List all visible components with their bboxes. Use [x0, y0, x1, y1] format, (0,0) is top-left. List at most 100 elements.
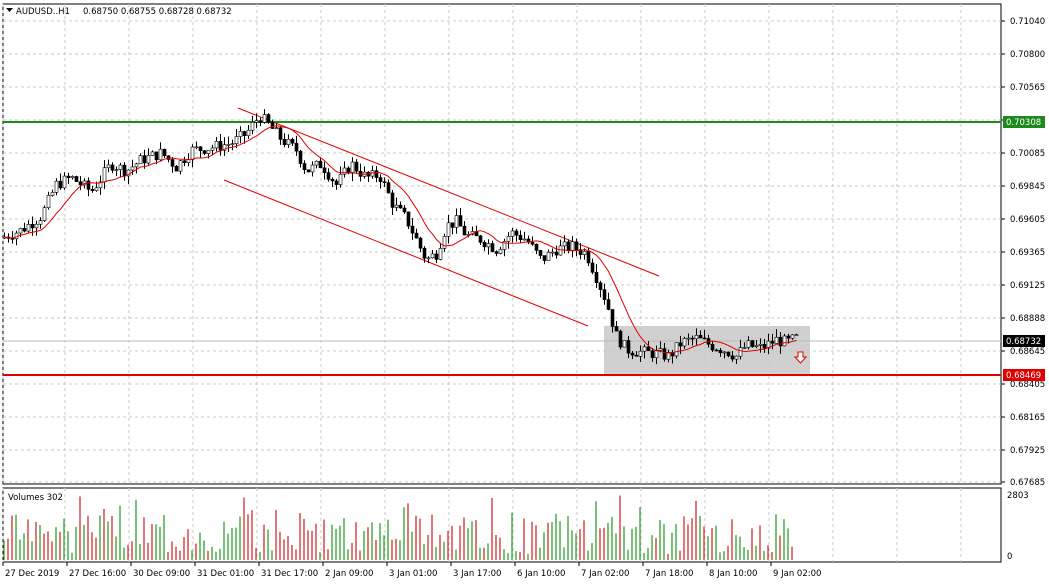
candle-body: [446, 222, 451, 237]
price-tick-label: 0.69365: [1010, 248, 1045, 258]
candle-body: [522, 238, 527, 241]
candle-body: [342, 167, 347, 175]
candle-body: [554, 251, 559, 256]
candle-body: [238, 131, 243, 137]
price-tick-label: 0.67685: [1010, 478, 1045, 488]
candle-body: [98, 181, 103, 189]
candle-body: [758, 343, 763, 346]
candle-body: [698, 335, 703, 339]
time-tick-label: 27 Dec 2019: [5, 569, 59, 579]
current-price-label: 0.68732: [1006, 337, 1041, 347]
candle-body: [106, 164, 111, 169]
candle-body: [502, 241, 507, 250]
candle-body: [638, 350, 643, 357]
candle-body: [30, 224, 35, 229]
channel-lower-line[interactable]: [223, 179, 589, 327]
candle-body: [278, 127, 283, 140]
candle-body: [190, 146, 195, 160]
candle-body: [590, 262, 595, 273]
time-tick-label: 27 Dec 16:00: [69, 569, 126, 579]
candle-body: [578, 249, 583, 255]
candle-body: [662, 348, 667, 360]
candle-body: [510, 230, 515, 237]
candle-body: [334, 180, 339, 185]
candle-body: [214, 141, 219, 149]
volume-bars: [3, 495, 793, 560]
price-tick-label: 0.69125: [1010, 281, 1045, 291]
candle-body: [158, 148, 163, 161]
time-axis: 27 Dec 2019 27 Dec 16:00 30 Dec 09:00 31 De…: [2, 562, 821, 579]
candle-body: [90, 189, 95, 191]
candle-body: [250, 122, 255, 131]
candle-body: [222, 144, 227, 151]
candle-body: [622, 340, 627, 348]
candle-body: [778, 336, 783, 347]
candle-body: [602, 289, 607, 300]
candle-body: [330, 179, 335, 182]
candle-body: [202, 150, 207, 154]
candle-body: [54, 180, 59, 193]
candle-body: [322, 167, 327, 173]
candle-body: [122, 164, 127, 177]
candle-body: [266, 114, 271, 123]
candle-body: [634, 354, 639, 357]
candle-body: [546, 251, 551, 261]
price-tick-label: 0.67925: [1010, 446, 1045, 456]
candle-body: [494, 251, 499, 254]
candle-body: [378, 177, 383, 183]
candle-body: [118, 164, 123, 171]
sell-arrow-icon: [793, 351, 808, 364]
price-axis: 0.710400.708000.705650.703250.700850.698…: [1001, 17, 1045, 488]
volume-panel-label: Volumes 302: [8, 493, 63, 503]
price-tick-label: 0.68888: [1010, 314, 1045, 324]
candle-body: [618, 330, 623, 348]
candle-body: [146, 155, 151, 164]
time-tick-label: 7 Jan 02:00: [581, 569, 629, 579]
chevron-down-icon[interactable]: [6, 8, 13, 12]
candle-body: [406, 211, 411, 227]
candle-body: [730, 355, 735, 360]
time-tick-label: 7 Jan 18:00: [645, 569, 693, 579]
candle-body: [434, 253, 439, 260]
candle-body: [94, 187, 99, 191]
candle-body: [390, 192, 395, 208]
support-price-tag: 0.68469: [1003, 369, 1045, 381]
time-tick-label: 8 Jan 10:00: [709, 569, 757, 579]
candle-body: [318, 160, 323, 169]
time-tick-label: 3 Jan 01:00: [389, 569, 437, 579]
candlestick-series: [2, 109, 799, 365]
candle-body: [582, 250, 587, 255]
time-tick-label: 9 Jan 02:00: [773, 569, 821, 579]
candle-body: [534, 243, 539, 251]
time-tick-label: 3 Jan 17:00: [453, 569, 501, 579]
candle-body: [550, 251, 555, 254]
candle-body: [162, 148, 167, 157]
candle-body: [458, 215, 463, 227]
candle-body: [70, 176, 75, 179]
candle-body: [610, 309, 615, 327]
candle-body: [58, 180, 63, 189]
time-tick-label: 30 Dec 09:00: [133, 569, 190, 579]
candle-body: [762, 343, 767, 349]
moving-average-line: [4, 125, 797, 354]
candle-body: [558, 245, 563, 256]
candle-body: [430, 253, 435, 259]
candle-body: [78, 181, 83, 186]
candle-body: [178, 160, 183, 172]
candle-body: [338, 173, 343, 185]
candle-body: [562, 241, 567, 247]
candle-body: [514, 230, 519, 236]
candle-body: [418, 237, 423, 249]
candle-body: [542, 255, 547, 261]
candle-body: [38, 220, 43, 225]
candle-body: [726, 351, 731, 357]
symbol-title: AUDUSD..H1: [16, 7, 70, 17]
candle-body: [490, 243, 495, 252]
candle-body: [478, 235, 483, 243]
candle-body: [498, 249, 503, 254]
candle-body: [150, 151, 155, 156]
candle-body: [74, 176, 79, 182]
candle-body: [262, 114, 267, 123]
candle-body: [530, 241, 535, 245]
